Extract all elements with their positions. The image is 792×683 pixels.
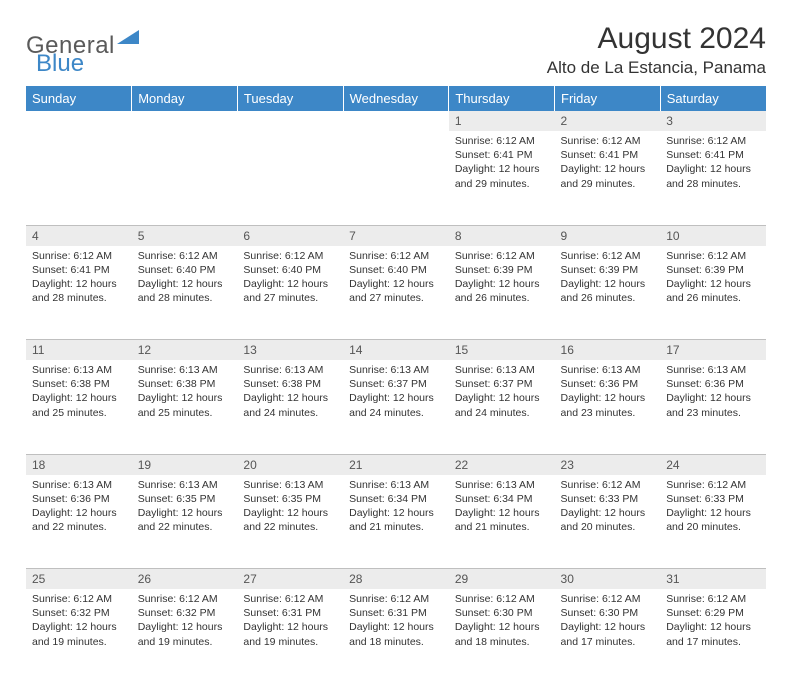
week-1-daynum-row: 45678910 <box>26 225 766 246</box>
day-number-cell: 3 <box>660 111 766 131</box>
day-number-cell: 6 <box>237 225 343 246</box>
day-info-cell: Sunrise: 6:13 AMSunset: 6:37 PMDaylight:… <box>343 360 449 454</box>
day-info-cell: Sunrise: 6:12 AMSunset: 6:41 PMDaylight:… <box>555 131 661 225</box>
day-number-cell: 18 <box>26 454 132 475</box>
day-info-cell: Sunrise: 6:12 AMSunset: 6:29 PMDaylight:… <box>660 589 766 683</box>
day-info-cell: Sunrise: 6:12 AMSunset: 6:32 PMDaylight:… <box>132 589 238 683</box>
day-info-cell: Sunrise: 6:13 AMSunset: 6:35 PMDaylight:… <box>237 475 343 569</box>
day-info-cell <box>26 131 132 225</box>
day-number-cell: 15 <box>449 340 555 361</box>
calendar-header-row: SundayMondayTuesdayWednesdayThursdayFrid… <box>26 86 766 111</box>
day-number-cell: 19 <box>132 454 238 475</box>
day-number-cell: 10 <box>660 225 766 246</box>
day-info-cell: Sunrise: 6:12 AMSunset: 6:33 PMDaylight:… <box>660 475 766 569</box>
day-info-cell: Sunrise: 6:13 AMSunset: 6:37 PMDaylight:… <box>449 360 555 454</box>
day-number-cell: 31 <box>660 569 766 590</box>
day-number-cell: 22 <box>449 454 555 475</box>
day-info-cell: Sunrise: 6:13 AMSunset: 6:36 PMDaylight:… <box>26 475 132 569</box>
day-info-cell: Sunrise: 6:12 AMSunset: 6:39 PMDaylight:… <box>449 246 555 340</box>
calendar-table: SundayMondayTuesdayWednesdayThursdayFrid… <box>26 86 766 683</box>
day-info-cell: Sunrise: 6:12 AMSunset: 6:41 PMDaylight:… <box>660 131 766 225</box>
day-number-cell: 20 <box>237 454 343 475</box>
day-info-cell: Sunrise: 6:13 AMSunset: 6:38 PMDaylight:… <box>132 360 238 454</box>
day-info-cell: Sunrise: 6:12 AMSunset: 6:31 PMDaylight:… <box>237 589 343 683</box>
week-0-info-row: Sunrise: 6:12 AMSunset: 6:41 PMDaylight:… <box>26 131 766 225</box>
day-info-cell: Sunrise: 6:12 AMSunset: 6:41 PMDaylight:… <box>26 246 132 340</box>
week-4-info-row: Sunrise: 6:12 AMSunset: 6:32 PMDaylight:… <box>26 589 766 683</box>
month-title: August 2024 <box>547 22 766 56</box>
day-number-cell: 4 <box>26 225 132 246</box>
day-number-cell: 12 <box>132 340 238 361</box>
week-1-info-row: Sunrise: 6:12 AMSunset: 6:41 PMDaylight:… <box>26 246 766 340</box>
week-2-info-row: Sunrise: 6:13 AMSunset: 6:38 PMDaylight:… <box>26 360 766 454</box>
day-info-cell: Sunrise: 6:13 AMSunset: 6:34 PMDaylight:… <box>449 475 555 569</box>
day-number-cell <box>132 111 238 131</box>
day-number-cell: 13 <box>237 340 343 361</box>
day-number-cell: 7 <box>343 225 449 246</box>
day-header-thursday: Thursday <box>449 86 555 111</box>
day-number-cell: 14 <box>343 340 449 361</box>
day-info-cell: Sunrise: 6:12 AMSunset: 6:40 PMDaylight:… <box>237 246 343 340</box>
day-number-cell: 5 <box>132 225 238 246</box>
day-header-sunday: Sunday <box>26 86 132 111</box>
day-number-cell: 26 <box>132 569 238 590</box>
day-number-cell: 28 <box>343 569 449 590</box>
week-3-info-row: Sunrise: 6:13 AMSunset: 6:36 PMDaylight:… <box>26 475 766 569</box>
day-info-cell: Sunrise: 6:13 AMSunset: 6:38 PMDaylight:… <box>237 360 343 454</box>
day-info-cell: Sunrise: 6:12 AMSunset: 6:41 PMDaylight:… <box>449 131 555 225</box>
header: General August 2024 Alto de La Estancia,… <box>26 22 766 78</box>
day-info-cell: Sunrise: 6:12 AMSunset: 6:40 PMDaylight:… <box>132 246 238 340</box>
day-number-cell <box>343 111 449 131</box>
day-info-cell: Sunrise: 6:12 AMSunset: 6:31 PMDaylight:… <box>343 589 449 683</box>
day-info-cell: Sunrise: 6:12 AMSunset: 6:33 PMDaylight:… <box>555 475 661 569</box>
week-0-daynum-row: 123 <box>26 111 766 131</box>
day-number-cell: 16 <box>555 340 661 361</box>
day-number-cell: 11 <box>26 340 132 361</box>
day-info-cell <box>343 131 449 225</box>
week-3-daynum-row: 18192021222324 <box>26 454 766 475</box>
day-number-cell <box>237 111 343 131</box>
day-number-cell: 9 <box>555 225 661 246</box>
day-info-cell: Sunrise: 6:12 AMSunset: 6:32 PMDaylight:… <box>26 589 132 683</box>
day-header-saturday: Saturday <box>660 86 766 111</box>
week-4-daynum-row: 25262728293031 <box>26 569 766 590</box>
day-info-cell: Sunrise: 6:12 AMSunset: 6:40 PMDaylight:… <box>343 246 449 340</box>
day-info-cell <box>132 131 238 225</box>
day-number-cell: 1 <box>449 111 555 131</box>
day-number-cell: 30 <box>555 569 661 590</box>
week-2-daynum-row: 11121314151617 <box>26 340 766 361</box>
day-info-cell: Sunrise: 6:12 AMSunset: 6:30 PMDaylight:… <box>555 589 661 683</box>
day-info-cell: Sunrise: 6:13 AMSunset: 6:34 PMDaylight:… <box>343 475 449 569</box>
day-header-monday: Monday <box>132 86 238 111</box>
title-block: August 2024 Alto de La Estancia, Panama <box>547 22 766 78</box>
day-header-friday: Friday <box>555 86 661 111</box>
day-number-cell: 25 <box>26 569 132 590</box>
day-info-cell <box>237 131 343 225</box>
logo-text-blue: Blue <box>36 50 84 78</box>
day-info-cell: Sunrise: 6:12 AMSunset: 6:39 PMDaylight:… <box>555 246 661 340</box>
day-number-cell: 24 <box>660 454 766 475</box>
day-number-cell: 21 <box>343 454 449 475</box>
day-info-cell: Sunrise: 6:13 AMSunset: 6:36 PMDaylight:… <box>555 360 661 454</box>
day-header-wednesday: Wednesday <box>343 86 449 111</box>
day-number-cell: 29 <box>449 569 555 590</box>
day-number-cell: 8 <box>449 225 555 246</box>
day-number-cell: 17 <box>660 340 766 361</box>
day-number-cell: 23 <box>555 454 661 475</box>
day-header-tuesday: Tuesday <box>237 86 343 111</box>
day-info-cell: Sunrise: 6:13 AMSunset: 6:38 PMDaylight:… <box>26 360 132 454</box>
day-number-cell: 27 <box>237 569 343 590</box>
day-number-cell: 2 <box>555 111 661 131</box>
day-number-cell <box>26 111 132 131</box>
day-info-cell: Sunrise: 6:12 AMSunset: 6:30 PMDaylight:… <box>449 589 555 683</box>
day-info-cell: Sunrise: 6:12 AMSunset: 6:39 PMDaylight:… <box>660 246 766 340</box>
day-info-cell: Sunrise: 6:13 AMSunset: 6:36 PMDaylight:… <box>660 360 766 454</box>
logo-triangle-icon <box>117 28 139 49</box>
location: Alto de La Estancia, Panama <box>547 58 766 78</box>
day-info-cell: Sunrise: 6:13 AMSunset: 6:35 PMDaylight:… <box>132 475 238 569</box>
